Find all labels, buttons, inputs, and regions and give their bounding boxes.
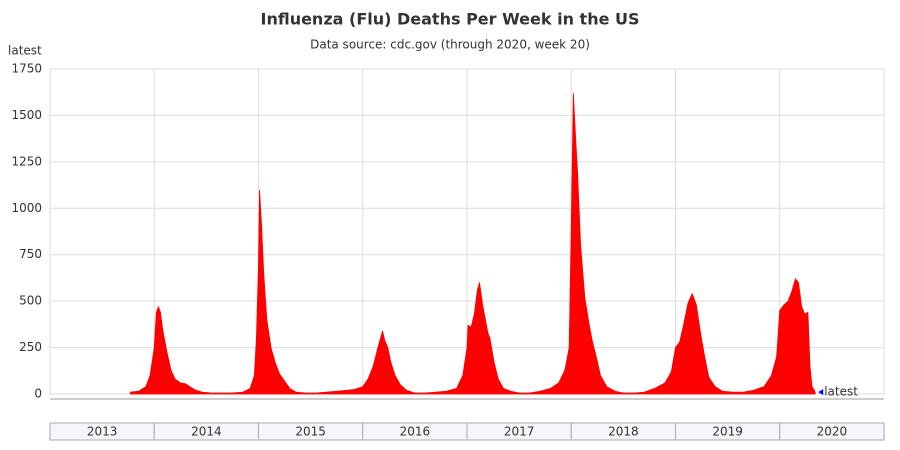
y-tick-label: 1250 (11, 154, 42, 168)
x-tick-label: 2014 (191, 425, 222, 439)
annotation-marker (818, 389, 824, 396)
x-band (779, 422, 885, 441)
x-tick-label: 2017 (504, 425, 535, 439)
x-tick-label: 2015 (295, 425, 326, 439)
y-tick-label: 750 (19, 247, 42, 261)
chart-title: Influenza (Flu) Deaths Per Week in the U… (260, 10, 639, 29)
x-tick-label: 2019 (712, 425, 743, 439)
annotation: latest (824, 385, 858, 399)
y-tick-label: 1750 (11, 62, 42, 76)
chart-subtitle: Data source: cdc.gov (through 2020, week… (310, 38, 590, 52)
x-tick-label: 2016 (400, 425, 431, 439)
x-tick-label: 2020 (817, 425, 848, 439)
y-axis-label: latest (8, 44, 42, 58)
y-tick-label: 500 (19, 294, 42, 308)
y-tick-label: 1000 (11, 201, 42, 215)
y-tick-label: 0 (34, 387, 42, 401)
y-tick-label: 250 (19, 340, 42, 354)
area (129, 93, 816, 395)
y-tick-label: 1500 (11, 108, 42, 122)
x-tick-label: 2013 (87, 425, 118, 439)
x-tick-label: 2018 (608, 425, 639, 439)
